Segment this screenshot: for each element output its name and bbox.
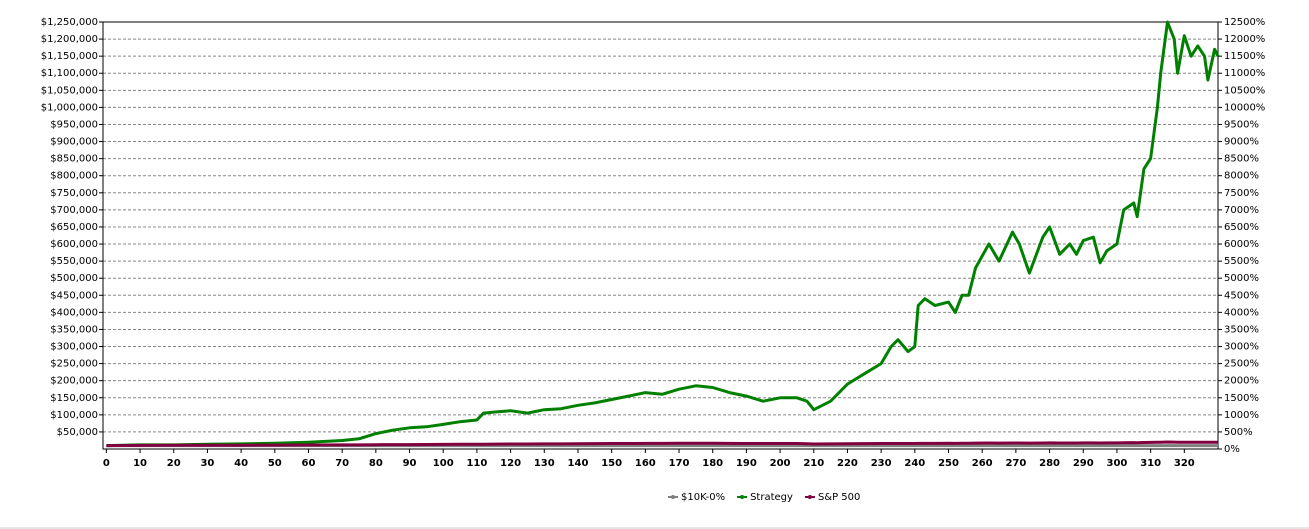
y2-tick-label: 8500% [1224,154,1259,165]
x-tick-label: 90 [403,458,417,469]
x-tick-label: 70 [335,458,349,469]
y-tick-label: $150,000 [50,393,98,404]
series-line [106,440,1218,448]
x-tick-label: 20 [167,458,181,469]
x-tick-label: 100 [433,458,454,469]
y2-tick-label: 12500% [1224,17,1265,28]
y-tick-label: $300,000 [50,342,98,353]
y-tick-label: $950,000 [50,119,98,130]
legend-marker [740,495,745,499]
y2-tick-label: 4500% [1224,290,1259,301]
y2-tick-label: 3500% [1224,324,1259,335]
y2-tick-label: 2500% [1224,359,1259,370]
y2-tick-label: 1000% [1224,410,1259,421]
y-tick-label: $700,000 [50,205,98,216]
y-tick-label: $1,200,000 [41,34,98,45]
series-line [106,20,1220,448]
y-tick-label: $50,000 [57,427,98,438]
y2-tick-label: 9500% [1224,119,1259,130]
y-tick-label: $500,000 [50,273,98,284]
y2-tick-label: 10000% [1224,102,1265,113]
y-tick-label: $1,100,000 [41,68,98,79]
y2-tick-label: 5500% [1224,256,1259,267]
x-tick-label: 120 [500,458,521,469]
x-tick-label: 220 [837,458,858,469]
y2-tick-label: 4000% [1224,307,1259,318]
y-tick-label: $200,000 [50,376,98,387]
y-tick-label: $550,000 [50,256,98,267]
y2-tick-label: 12000% [1224,34,1265,45]
x-tick-label: 240 [904,458,925,469]
legend-label: $10K-0% [681,492,725,503]
y-tick-label: $650,000 [50,222,98,233]
x-tick-label: 200 [770,458,791,469]
x-tick-label: 40 [234,458,248,469]
y-tick-label: $1,250,000 [41,17,98,28]
y-tick-label: $850,000 [50,154,98,165]
y-tick-label: $600,000 [50,239,98,250]
x-tick-label: 310 [1140,458,1161,469]
x-tick-label: 250 [938,458,959,469]
y-tick-label: $450,000 [50,290,98,301]
y-tick-label: $800,000 [50,171,98,182]
y2-tick-label: 11000% [1224,68,1265,79]
legend-marker [807,495,812,499]
legend-label: Strategy [750,492,793,503]
y-tick-label: $250,000 [50,359,98,370]
y2-tick-label: 6500% [1224,222,1259,233]
y2-tick-label: 11500% [1224,51,1265,62]
y2-tick-label: 500% [1224,427,1253,438]
legend-marker [671,495,675,499]
y-tick-label: $400,000 [50,307,98,318]
x-tick-label: 230 [871,458,892,469]
x-tick-label: 110 [466,458,487,469]
y-tick-label: $1,150,000 [41,51,98,62]
x-tick-label: 160 [635,458,656,469]
x-tick-label: 10 [133,458,147,469]
y-tick-label: $750,000 [50,188,98,199]
x-tick-label: 260 [972,458,993,469]
x-tick-label: 210 [803,458,824,469]
y2-tick-label: 6000% [1224,239,1259,250]
x-tick-label: 290 [1073,458,1094,469]
y-tick-label: $1,050,000 [41,85,98,96]
x-tick-label: 140 [568,458,589,469]
y2-tick-label: 3000% [1224,342,1259,353]
legend-label: S&P 500 [818,492,860,503]
x-tick-label: 170 [669,458,690,469]
x-tick-label: 150 [601,458,622,469]
x-tick-label: 300 [1107,458,1128,469]
y2-tick-label: 0% [1224,444,1240,455]
y2-tick-label: 9000% [1224,137,1259,148]
y-tick-label: $1,000,000 [41,102,98,113]
x-tick-label: 190 [736,458,757,469]
x-tick-label: 270 [1005,458,1026,469]
x-tick-label: 0 [103,458,110,469]
y2-tick-label: 7500% [1224,188,1259,199]
y-tick-label: $100,000 [50,410,98,421]
x-tick-label: 50 [268,458,282,469]
x-tick-label: 280 [1039,458,1060,469]
plot-border [102,21,1219,450]
y-tick-label: $350,000 [50,324,98,335]
x-tick-label: 30 [200,458,214,469]
y2-tick-label: 2000% [1224,376,1259,387]
y2-tick-label: 5000% [1224,273,1259,284]
y2-tick-label: 8000% [1224,171,1259,182]
x-tick-label: 80 [369,458,383,469]
y-tick-label: $900,000 [50,137,98,148]
x-tick-label: 180 [702,458,723,469]
y2-tick-label: 7000% [1224,205,1259,216]
x-tick-label: 60 [302,458,316,469]
x-tick-label: 320 [1174,458,1195,469]
x-tick-label: 130 [534,458,555,469]
y2-tick-label: 1500% [1224,393,1259,404]
y2-tick-label: 10500% [1224,85,1265,96]
